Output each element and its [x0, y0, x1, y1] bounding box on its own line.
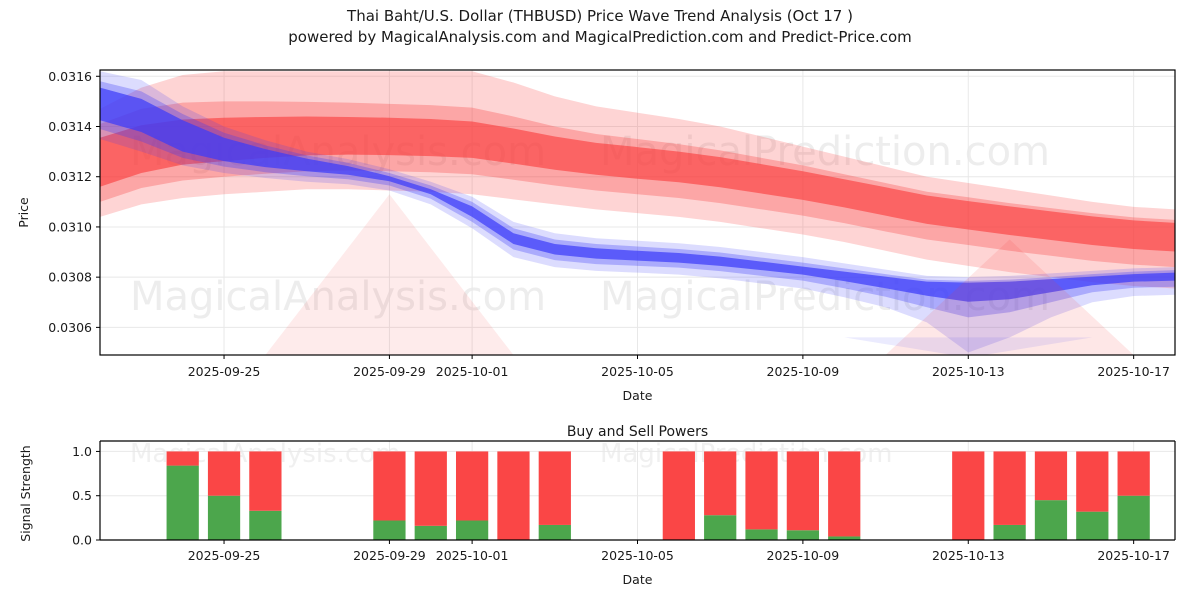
bar-group — [952, 451, 985, 540]
bar-group — [662, 451, 695, 540]
power-y-axis-label: Signal Strength — [18, 445, 33, 541]
price-x-tick-label: 2025-10-01 — [436, 364, 509, 379]
buy-power-bar — [414, 525, 447, 540]
power-y-tick-label: 0.0 — [72, 533, 92, 548]
bar-group — [786, 451, 820, 540]
bar-group — [497, 451, 530, 540]
price-wave-trend-chart: MagicalAnalysis.comMagicalPrediction.com… — [16, 69, 1176, 400]
power-x-tick-label: 2025-10-05 — [601, 548, 674, 563]
buy-sell-powers-chart: MagicalAnalysis.comMagicalPrediction.com… — [0, 400, 1200, 600]
power-x-tick-label: 2025-10-13 — [932, 548, 1005, 563]
sell-power-bar — [207, 451, 241, 496]
bar-group — [207, 451, 241, 540]
bar-group — [993, 451, 1026, 540]
sell-power-bar — [952, 451, 985, 540]
power-x-tick-label: 2025-10-01 — [436, 548, 509, 563]
sell-power-bar — [538, 451, 571, 525]
bar-group — [1117, 451, 1150, 540]
price-x-tick-label: 2025-10-05 — [601, 364, 674, 379]
buy-power-bar — [166, 465, 199, 540]
buy-power-bar — [745, 529, 778, 540]
buy-power-bar — [1076, 511, 1109, 540]
watermark-analysis-icon: MagicalAnalysis.com — [130, 274, 546, 320]
power-x-axis-label: Date — [623, 572, 653, 587]
band-blue-band-mid — [100, 81, 1175, 318]
sell-power-bar — [414, 451, 447, 526]
sell-power-bar — [249, 451, 282, 511]
sell-power-bar — [455, 451, 489, 521]
buy-power-bar — [704, 515, 737, 540]
price-x-tick-label: 2025-09-25 — [188, 364, 261, 379]
sell-power-bar — [1117, 451, 1150, 496]
price-x-tick-label: 2025-10-17 — [1097, 364, 1170, 379]
sell-power-bar — [662, 451, 695, 540]
power-chart-title: Buy and Sell Powers — [567, 424, 708, 440]
buy-power-bar — [786, 530, 820, 540]
buy-power-bar — [373, 520, 406, 540]
bar-group — [704, 451, 737, 540]
bar-group — [1034, 451, 1068, 540]
bar-group — [414, 451, 447, 540]
band-blue-band-inner — [100, 87, 1175, 302]
bar-group — [166, 451, 199, 540]
power-y-tick-label: 1.0 — [72, 444, 92, 459]
bar-group — [373, 451, 406, 540]
power-y-tick-label: 0.5 — [72, 488, 92, 503]
power-bars — [166, 451, 1150, 540]
price-x-axis-label: Date — [623, 388, 653, 400]
buy-power-bar — [1117, 495, 1150, 540]
price-x-tick-label: 2025-10-09 — [767, 364, 840, 379]
bar-group — [538, 451, 571, 540]
sell-power-bar — [704, 451, 737, 516]
buy-power-bar — [538, 524, 571, 540]
price-y-tick-label: 0.0306 — [48, 320, 92, 335]
sell-power-bar — [497, 451, 530, 540]
price-y-tick-label: 0.0308 — [48, 270, 92, 285]
price-y-axis-label: Price — [16, 197, 31, 228]
sell-power-bar — [993, 451, 1026, 525]
buy-power-bar — [828, 536, 861, 540]
sell-power-bar — [828, 451, 861, 537]
price-y-tick-label: 0.0310 — [48, 219, 92, 234]
sell-power-bar — [786, 451, 820, 531]
buy-power-bar — [249, 510, 282, 540]
price-chart-svg: MagicalAnalysis.comMagicalPrediction.com… — [16, 69, 1176, 400]
power-x-tick-label: 2025-10-09 — [767, 548, 840, 563]
power-ticks: 0.0 0.5 1.0 2025-09-25 2025-09-29 2025-10-01 2… — [72, 444, 1170, 563]
price-y-tick-label: 0.0316 — [48, 69, 92, 84]
price-y-tick-label: 0.0314 — [48, 119, 92, 134]
bar-group — [249, 451, 282, 540]
price-y-tick-label: 0.0312 — [48, 169, 92, 184]
power-chart-svg: MagicalAnalysis.comMagicalPrediction.com… — [18, 424, 1176, 587]
price-overlay-wedges — [265, 194, 1134, 355]
price-ticks: 0.0306 0.0308 0.0310 0.0312 0.0314 0.0316 2025… — [48, 69, 1170, 379]
bar-group — [1076, 451, 1109, 540]
band-red-band-inner — [100, 116, 1175, 252]
price-bands — [100, 71, 1175, 353]
buy-power-bar — [455, 520, 489, 540]
price-x-tick-label: 2025-10-13 — [932, 364, 1005, 379]
sell-power-bar — [745, 451, 778, 530]
buy-power-bar — [207, 495, 241, 540]
price-x-tick-label: 2025-09-29 — [353, 364, 426, 379]
buy-power-bar — [1034, 500, 1068, 540]
power-x-tick-label: 2025-10-17 — [1097, 548, 1170, 563]
buy-power-bar — [993, 524, 1026, 540]
bar-group — [745, 451, 778, 540]
sell-power-bar — [166, 451, 199, 466]
sell-power-bar — [373, 451, 406, 521]
sell-power-bar — [1034, 451, 1068, 501]
power-x-tick-label: 2025-09-25 — [188, 548, 261, 563]
sell-power-bar — [1076, 451, 1109, 512]
power-x-tick-label: 2025-09-29 — [353, 548, 426, 563]
bar-group — [828, 451, 861, 540]
bar-group — [455, 451, 489, 540]
